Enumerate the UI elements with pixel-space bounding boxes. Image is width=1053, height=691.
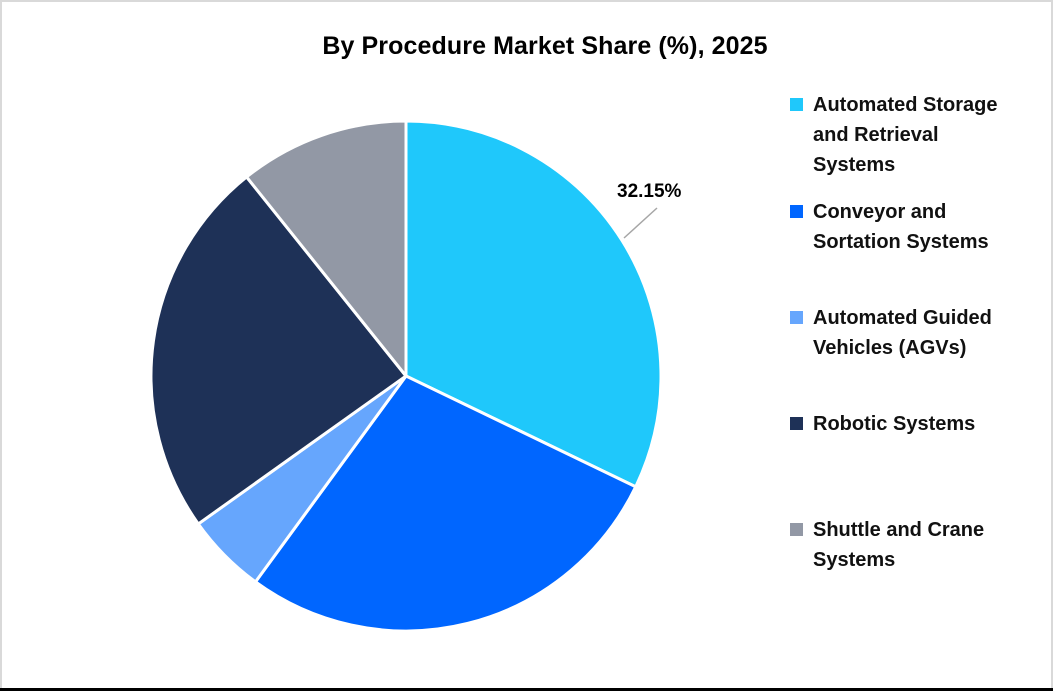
data-label-asrs: 32.15% xyxy=(617,181,682,202)
legend-swatch-robotic xyxy=(790,417,803,430)
legend-swatch-asrs xyxy=(790,98,803,111)
leader-line xyxy=(623,207,658,239)
legend-item-agv: Automated Guided Vehicles (AGVs) xyxy=(790,305,1023,363)
legend-item-shuttle: Shuttle and Crane Systems xyxy=(790,517,1023,575)
legend-label-conveyor: Conveyor and Sortation Systems xyxy=(813,201,989,253)
pie-slices xyxy=(149,119,663,633)
pie-slice-asrs xyxy=(404,119,663,489)
chart-title: By Procedure Market Share (%), 2025 xyxy=(322,32,768,60)
legend-swatch-conveyor xyxy=(790,205,803,218)
legend-item-asrs: Automated Storage and Retrieval Systems xyxy=(790,92,1023,180)
pie-slice-shuttle xyxy=(245,119,408,378)
legend-label-robotic: Robotic Systems xyxy=(813,413,976,435)
pie-slice-conveyor xyxy=(253,374,638,633)
legend-label-agv: Automated Guided Vehicles (AGVs) xyxy=(813,307,992,359)
legend-item-robotic: Robotic Systems xyxy=(790,411,1023,439)
legend-label-shuttle: Shuttle and Crane Systems xyxy=(813,519,985,571)
legend-item-conveyor: Conveyor and Sortation Systems xyxy=(790,199,1023,257)
legend-swatch-agv xyxy=(790,311,803,324)
legend-label-asrs: Automated Storage and Retrieval Systems xyxy=(813,94,998,176)
pie-slice-robotic xyxy=(149,175,408,526)
legend-swatch-shuttle xyxy=(790,523,803,536)
bottom-border xyxy=(0,688,1053,691)
